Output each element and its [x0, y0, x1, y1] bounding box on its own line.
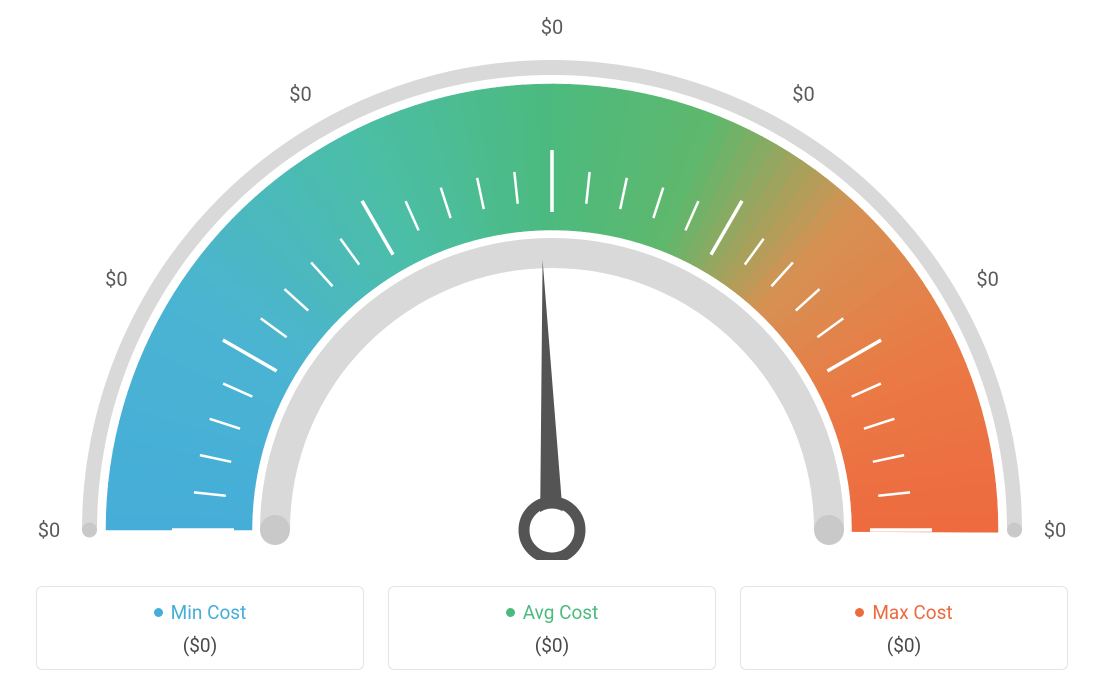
legend-dot-max [855, 608, 864, 617]
gauge-tick-label: $0 [976, 267, 998, 291]
gauge-chart: $0 $0 $0 $0 $0 $0 $0 [0, 0, 1104, 560]
gauge-tick-label: $0 [289, 82, 311, 106]
gauge-tick-label: $0 [38, 518, 60, 542]
legend-title-row: Max Cost [753, 601, 1055, 624]
gauge-tick-label: $0 [105, 267, 127, 291]
legend-value-avg: ($0) [401, 634, 703, 657]
legend-card-max: Max Cost ($0) [740, 586, 1068, 670]
legend-title-row: Avg Cost [401, 601, 703, 624]
legend-label-avg: Avg Cost [523, 601, 599, 624]
legend-label-min: Min Cost [171, 601, 247, 624]
legend-label-max: Max Cost [872, 601, 952, 624]
legend-dot-min [154, 608, 163, 617]
gauge-tick-label: $0 [1044, 518, 1066, 542]
legend-row: Min Cost ($0) Avg Cost ($0) Max Cost ($0… [0, 586, 1104, 670]
gauge-tick-label: $0 [792, 82, 814, 106]
legend-title-row: Min Cost [49, 601, 351, 624]
legend-value-max: ($0) [753, 634, 1055, 657]
legend-card-avg: Avg Cost ($0) [388, 586, 716, 670]
gauge-tick-label: $0 [541, 15, 563, 39]
legend-card-min: Min Cost ($0) [36, 586, 364, 670]
gauge-svg [0, 0, 1104, 560]
legend-dot-avg [506, 608, 515, 617]
legend-value-min: ($0) [49, 634, 351, 657]
